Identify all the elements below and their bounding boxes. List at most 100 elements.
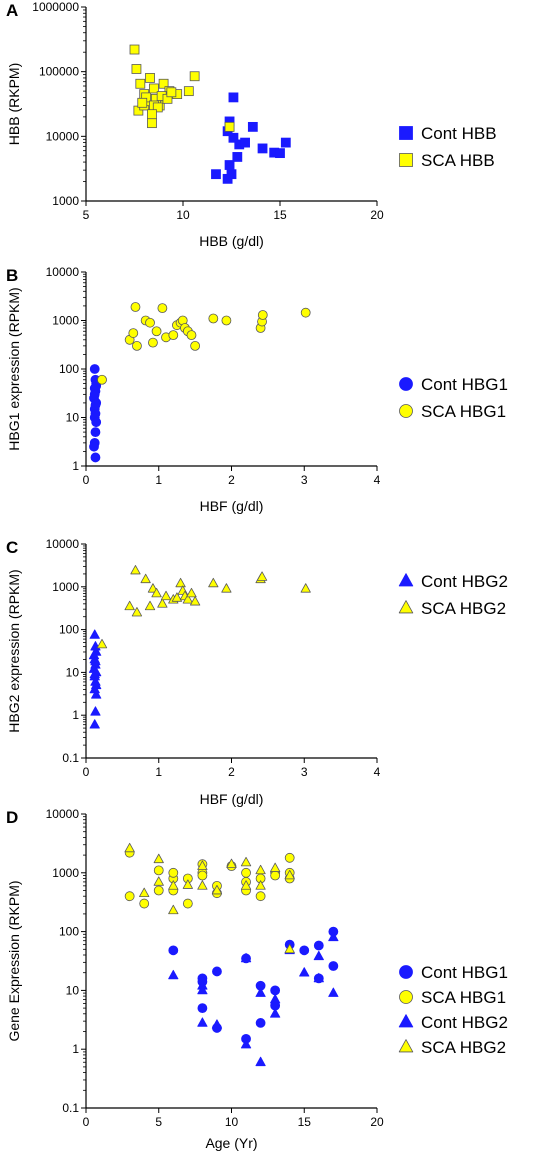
data-point-circle <box>328 961 339 971</box>
x-tick-label: 0 <box>83 473 90 487</box>
data-point-circle <box>89 441 99 452</box>
y-tick-label: 10000 <box>46 807 80 821</box>
data-point-square <box>129 44 140 55</box>
data-point-triangle <box>313 972 324 983</box>
data-point-circle <box>153 865 164 876</box>
data-point-square <box>224 121 235 132</box>
data-point-square <box>145 73 155 83</box>
data-point-triangle <box>151 587 162 598</box>
data-point-circle <box>130 302 141 312</box>
data-point-triangle <box>270 1008 281 1018</box>
data-point-circle <box>197 870 208 881</box>
x-tick-label: 3 <box>301 765 308 779</box>
data-point-circle <box>299 945 310 956</box>
data-point-triangle <box>139 887 150 898</box>
legend-label: SCA HBG2 <box>421 1038 506 1057</box>
data-point-triangle <box>89 719 100 729</box>
data-point-triangle <box>208 577 219 588</box>
x-tick-label: 4 <box>374 765 381 779</box>
data-point-triangle <box>211 1019 223 1029</box>
data-point-triangle <box>91 679 102 690</box>
legend-label: SCA HBB <box>421 151 495 170</box>
data-point-triangle <box>90 706 101 716</box>
data-point-triangle <box>255 880 266 890</box>
x-tick-label: 5 <box>83 208 90 222</box>
data-point-circle <box>90 427 101 437</box>
x-tick-label: 4 <box>374 473 381 487</box>
legend-label: Cont HBG2 <box>421 572 508 591</box>
y-tick-label: 1 <box>72 459 79 473</box>
data-point-triangle <box>91 689 102 699</box>
x-tick-label: 2 <box>228 765 235 779</box>
data-point-square <box>228 132 239 143</box>
data-points <box>124 842 339 1067</box>
data-point-triangle <box>197 860 208 870</box>
data-point-triangle <box>89 668 100 679</box>
data-point-triangle <box>171 592 183 602</box>
data-point-triangle <box>130 564 141 575</box>
panel-d: D 0.1 1 10 100 1000 10000 0 5 10 15 20 Age (Yr) Gene … <box>6 807 508 1151</box>
legend-marker-square <box>399 153 413 167</box>
data-point-triangle <box>313 950 324 961</box>
data-point-triangle <box>197 880 208 890</box>
legend: Cont HBG2 SCA HBG2 <box>398 572 508 618</box>
data-point-circle <box>153 885 164 896</box>
y-tick-label: 1 <box>72 1042 79 1056</box>
x-tick-label: 20 <box>370 1115 384 1129</box>
data-point-square <box>183 86 194 97</box>
data-point-circle <box>148 337 158 348</box>
data-point-triangle <box>160 590 172 601</box>
data-point-circle <box>91 380 102 391</box>
data-point-circle <box>89 389 100 400</box>
data-point-triangle <box>221 583 232 593</box>
data-point-circle <box>89 364 100 374</box>
data-point-square <box>166 87 177 98</box>
data-point-square <box>240 137 250 148</box>
data-point-circle <box>90 400 101 411</box>
data-point-circle <box>270 870 281 881</box>
x-tick-label: 0 <box>83 765 90 779</box>
y-tick-label: 10000 <box>46 129 80 143</box>
legend-marker-triangle <box>398 1039 414 1053</box>
y-axis-title: HBB (RKPM) <box>6 63 22 145</box>
legend: Cont HBG1 SCA HBG1 <box>399 375 508 421</box>
data-point-triangle <box>140 573 151 584</box>
panel-letter: C <box>6 538 18 557</box>
data-point-square <box>147 109 157 120</box>
y-tick-label: 1000 <box>52 194 79 208</box>
data-point-triangle <box>270 862 281 872</box>
y-tick-label: 10000 <box>46 265 80 279</box>
panel-letter: D <box>6 808 18 827</box>
data-point-triangle <box>124 842 135 853</box>
x-tick-label: 5 <box>155 1115 162 1129</box>
data-point-triangle <box>168 880 179 890</box>
data-point-triangle <box>255 987 266 997</box>
data-point-circle <box>182 898 193 909</box>
data-point-triangle <box>157 598 168 608</box>
x-tick-label: 20 <box>370 208 384 222</box>
data-point-circle <box>241 867 251 878</box>
legend-marker-triangle <box>398 600 414 614</box>
data-point-triangle <box>182 594 193 604</box>
data-point-triangle <box>182 879 193 889</box>
data-point-circle <box>257 310 268 320</box>
data-point-square <box>131 64 142 74</box>
data-point-triangle <box>328 931 339 942</box>
data-point-triangle <box>284 869 295 880</box>
y-tick-label: 10000 <box>46 537 80 551</box>
data-point-triangle <box>197 984 208 995</box>
data-point-triangle <box>240 952 252 963</box>
data-point-square <box>224 160 235 170</box>
data-point-circle <box>197 1003 208 1014</box>
data-point-circle <box>151 326 162 337</box>
data-point-circle <box>132 340 142 351</box>
panel-letter: A <box>6 1 18 20</box>
data-point-square <box>232 152 243 162</box>
data-point-circle <box>255 891 266 902</box>
data-point-circle <box>97 374 107 385</box>
data-point-square <box>226 169 237 180</box>
legend-label: SCA HBG1 <box>421 988 506 1007</box>
data-point-circle <box>145 317 155 328</box>
data-point-circle <box>284 852 295 863</box>
